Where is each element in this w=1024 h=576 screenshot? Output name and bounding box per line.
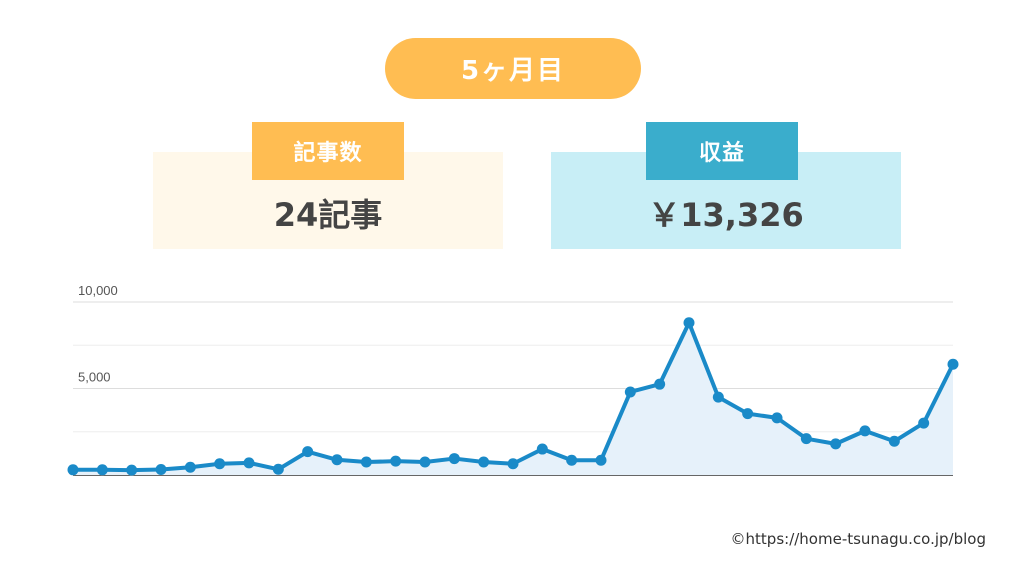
data-point <box>360 456 372 468</box>
data-point <box>712 391 724 403</box>
y-tick-label: 10,000 <box>78 283 118 298</box>
data-point <box>214 458 226 470</box>
revenue-label: 収益 <box>646 122 798 180</box>
data-point <box>947 358 959 370</box>
data-point <box>507 458 519 470</box>
data-point <box>272 463 284 475</box>
data-point <box>302 446 314 458</box>
data-point <box>478 456 490 468</box>
data-point <box>771 412 783 424</box>
data-point <box>96 464 108 476</box>
series-area <box>73 322 953 475</box>
data-point <box>918 417 930 429</box>
data-point <box>624 386 636 398</box>
data-point <box>888 435 900 447</box>
copyright-credit: ©https://home-tsunagu.co.jp/blog <box>730 530 986 548</box>
data-point <box>243 457 255 469</box>
data-point <box>184 461 196 473</box>
data-point <box>419 456 431 468</box>
data-point <box>683 317 695 329</box>
data-point <box>390 455 402 467</box>
articles-value: 24記事 <box>273 196 383 234</box>
data-point <box>859 425 871 437</box>
data-point <box>448 453 460 465</box>
data-point <box>67 464 79 476</box>
period-title: 5ヶ月目 <box>460 56 566 86</box>
data-point <box>830 438 842 450</box>
revenue-value: ￥13,326 <box>648 196 804 234</box>
period-badge: 5ヶ月目 <box>385 38 641 99</box>
pageview-chart: 10,000 5,000 <box>67 283 959 476</box>
data-point <box>742 408 754 420</box>
data-point <box>126 464 138 476</box>
y-tick-label: 5,000 <box>78 370 111 385</box>
data-point <box>654 378 666 390</box>
data-point <box>595 454 607 466</box>
articles-label: 記事数 <box>252 122 404 180</box>
data-point <box>566 454 578 466</box>
data-point <box>331 454 343 466</box>
data-point <box>800 433 812 445</box>
data-point <box>536 443 548 455</box>
data-point <box>155 463 167 475</box>
